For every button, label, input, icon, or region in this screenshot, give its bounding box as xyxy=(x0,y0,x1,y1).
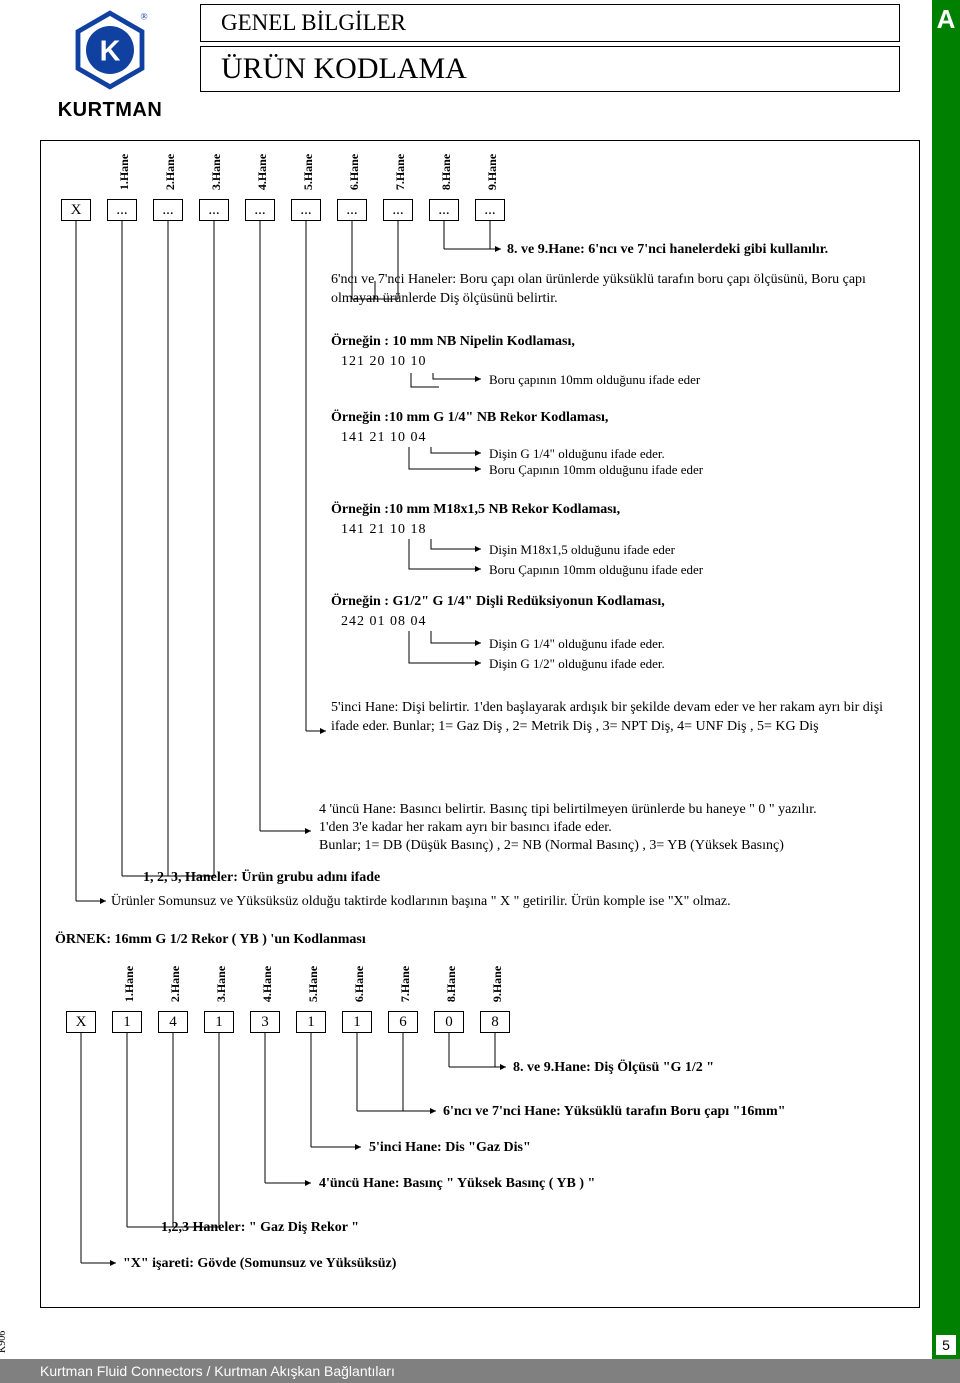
example-title: ÖRNEK: 16mm G 1/2 Rekor ( YB ) 'un Kodla… xyxy=(55,931,366,950)
svg-text:®: ® xyxy=(140,12,147,23)
hane-2: 2.Hane... xyxy=(153,199,183,221)
footer: Kurtman Fluid Connectors / Kurtman Akışk… xyxy=(0,1359,960,1383)
ex2-title: Örneğin :10 mm G 1/4" NB Rekor Kodlaması… xyxy=(331,409,608,428)
svg-text:K: K xyxy=(100,35,121,67)
hane-7: 7.Hane... xyxy=(383,199,413,221)
page-number: 5 xyxy=(936,1335,956,1355)
b-d4: 4'üncü Hane: Basınç " Yüksek Basınç ( YB… xyxy=(319,1175,595,1194)
ex4-n1: Dişin G 1/4" olduğunu ifade eder. xyxy=(489,635,665,653)
side-bar: A xyxy=(932,0,960,1383)
ex2-n1: Dişin G 1/4" olduğunu ifade eder. xyxy=(489,445,665,463)
hane-8: 8.Hane... xyxy=(429,199,459,221)
hane-4: 4.Hane... xyxy=(245,199,275,221)
x-cell: X xyxy=(61,199,91,221)
title-1: GENEL BİLGİLER xyxy=(200,4,900,42)
hane-9: 9.Hane... xyxy=(475,199,505,221)
brand-name: KURTMAN xyxy=(40,99,180,122)
page: A K ® KURTMAN GENEL BİLGİLER ÜRÜN KODLAM… xyxy=(0,0,960,1383)
d89-title: 8. ve 9.Hane: 6'ncı ve 7'nci hanelerdeki… xyxy=(507,241,828,260)
bh3: 3.Hane1 xyxy=(204,1011,234,1033)
side-letter: A xyxy=(932,4,960,35)
hane123: 1, 2, 3, Haneler: Ürün grubu adını ifade xyxy=(143,869,380,888)
hane-6: 6.Hane... xyxy=(337,199,367,221)
bottom-connectors xyxy=(41,1011,921,1331)
bh2: 2.Hane4 xyxy=(158,1011,188,1033)
b-d67: 6'ncı ve 7'nci Hane: Yüksüklü tarafın Bo… xyxy=(443,1103,786,1122)
ref-code: K906 xyxy=(0,1331,8,1353)
ex2-n2: Boru Çapının 10mm olduğunu ifade eder xyxy=(489,461,703,479)
bh5: 5.Hane1 xyxy=(296,1011,326,1033)
b-d5: 5'inci Hane: Dis "Gaz Dis" xyxy=(369,1139,531,1158)
ex4-title: Örneğin : G1/2" G 1/4" Dişli Redüksiyonu… xyxy=(331,593,665,612)
bh8: 8.Hane0 xyxy=(434,1011,464,1033)
ex1-title: Örneğin : 10 mm NB Nipelin Kodlaması, xyxy=(331,333,575,352)
ex2-code: 141 21 10 04 xyxy=(341,429,427,448)
ex4-code: 242 01 08 04 xyxy=(341,613,427,632)
bh4: 4.Hane3 xyxy=(250,1011,280,1033)
bh7: 7.Hane6 xyxy=(388,1011,418,1033)
bottom-hane-row: X 1.Hane1 2.Hane4 3.Hane1 4.Hane3 5.Hane… xyxy=(66,1011,526,1033)
hane-5: 5.Hane... xyxy=(291,199,321,221)
ex1-code: 121 20 10 10 xyxy=(341,353,427,372)
hane5: 5'inci Hane: Dişi belirtir. 1'den başlay… xyxy=(331,699,891,737)
ex3-n2: Boru Çapının 10mm olduğunu ifade eder xyxy=(489,561,703,579)
top-hane-row: X 1.Hane... 2.Hane... 3.Hane... 4.Hane..… xyxy=(61,199,521,221)
bh9: 9.Hane8 xyxy=(480,1011,510,1033)
ex1-note: Boru çapının 10mm olduğunu ifade eder xyxy=(489,371,700,389)
x-line: Ürünler Somunsuz ve Yüksüksüz olduğu tak… xyxy=(111,893,891,912)
ex3-code: 141 21 10 18 xyxy=(341,521,427,540)
bh6: 6.Hane1 xyxy=(342,1011,372,1033)
logo-area: K ® KURTMAN xyxy=(40,10,180,122)
ex3-n1: Dişin M18x1,5 olduğunu ifade eder xyxy=(489,541,675,559)
content-box: X 1.Hane... 2.Hane... 3.Hane... 4.Hane..… xyxy=(40,140,920,1308)
title-boxes: GENEL BİLGİLER ÜRÜN KODLAMA xyxy=(200,4,900,96)
hane-3: 3.Hane... xyxy=(199,199,229,221)
d67-para: 6'ncı ve 7'nci Haneler: Boru çapı olan ü… xyxy=(331,271,891,309)
logo-icon: K ® xyxy=(70,10,150,90)
title-2: ÜRÜN KODLAMA xyxy=(200,46,900,92)
b-dx: "X" işareti: Gövde (Somunsuz ve Yüksüksü… xyxy=(123,1255,396,1274)
hane4-3: Bunlar; 1= DB (Düşük Basınç) , 2= NB (No… xyxy=(319,837,894,856)
bh1: 1.Hane1 xyxy=(112,1011,142,1033)
ex4-n2: Dişin G 1/2" olduğunu ifade eder. xyxy=(489,655,665,673)
b-d123: 1,2,3 Haneler: " Gaz Diş Rekor " xyxy=(161,1219,359,1238)
ex3-title: Örneğin :10 mm M18x1,5 NB Rekor Kodlamas… xyxy=(331,501,620,520)
hane4-2: 1'den 3'e kadar her rakam ayrı bir basın… xyxy=(319,819,894,838)
hane-1: 1.Hane... xyxy=(107,199,137,221)
bx-cell: X xyxy=(66,1011,96,1033)
hane4-1: 4 'üncü Hane: Basıncı belirtir. Basınç t… xyxy=(319,801,894,820)
b-d89: 8. ve 9.Hane: Diş Ölçüsü "G 1/2 " xyxy=(513,1059,714,1078)
